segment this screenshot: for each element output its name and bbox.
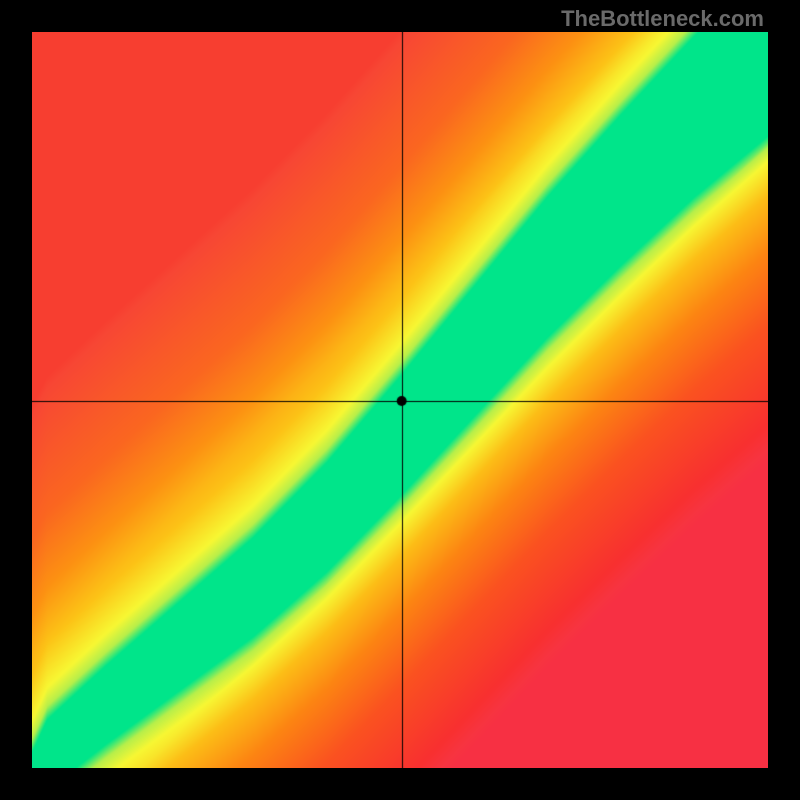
heatmap-canvas [32, 32, 768, 768]
heatmap-plot [32, 32, 768, 768]
watermark-text: TheBottleneck.com [561, 6, 764, 32]
